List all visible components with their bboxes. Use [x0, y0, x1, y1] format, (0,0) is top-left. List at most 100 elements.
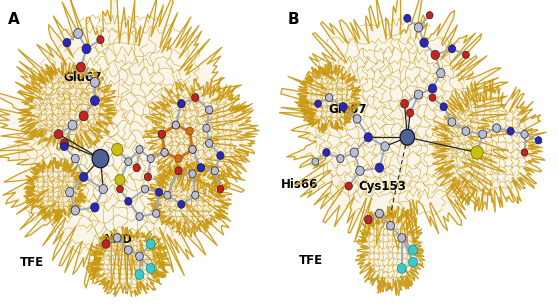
Circle shape [112, 143, 123, 156]
Circle shape [158, 130, 165, 138]
Circle shape [462, 127, 470, 135]
Circle shape [155, 188, 163, 196]
Circle shape [97, 36, 104, 44]
Circle shape [189, 145, 196, 153]
Circle shape [177, 100, 185, 108]
Circle shape [60, 139, 69, 148]
Circle shape [135, 270, 144, 279]
Circle shape [189, 145, 196, 153]
Circle shape [431, 50, 440, 59]
Text: A: A [8, 12, 20, 27]
Circle shape [175, 155, 182, 163]
Polygon shape [355, 206, 425, 296]
Circle shape [364, 133, 373, 142]
Circle shape [414, 90, 423, 99]
Circle shape [355, 166, 364, 175]
Circle shape [198, 164, 205, 172]
Circle shape [146, 239, 155, 249]
Circle shape [124, 246, 132, 254]
Circle shape [353, 115, 361, 123]
Circle shape [99, 185, 108, 194]
Circle shape [205, 139, 213, 147]
Circle shape [136, 213, 143, 221]
Circle shape [189, 170, 196, 178]
Circle shape [92, 149, 109, 168]
Circle shape [404, 14, 411, 22]
Circle shape [102, 240, 110, 248]
Polygon shape [86, 227, 170, 296]
Circle shape [144, 173, 152, 181]
Circle shape [147, 155, 154, 163]
Circle shape [493, 124, 501, 132]
Circle shape [463, 51, 469, 59]
Circle shape [153, 210, 160, 217]
Circle shape [136, 252, 143, 260]
Circle shape [198, 164, 205, 172]
Circle shape [312, 158, 319, 165]
Polygon shape [148, 161, 232, 237]
Circle shape [186, 127, 194, 135]
Circle shape [71, 154, 79, 163]
Circle shape [414, 23, 423, 32]
Circle shape [479, 130, 487, 138]
Circle shape [161, 149, 169, 156]
Text: B: B [287, 12, 299, 27]
Circle shape [66, 188, 74, 197]
Circle shape [408, 257, 417, 267]
Circle shape [436, 69, 445, 78]
Circle shape [177, 200, 185, 208]
Circle shape [400, 129, 415, 145]
Circle shape [113, 234, 121, 242]
Circle shape [387, 221, 395, 230]
Polygon shape [24, 157, 86, 221]
Circle shape [203, 124, 210, 132]
Circle shape [54, 130, 62, 139]
Circle shape [141, 185, 148, 193]
Circle shape [192, 94, 199, 102]
Polygon shape [297, 62, 360, 133]
Circle shape [535, 137, 542, 144]
Circle shape [398, 234, 406, 242]
Circle shape [448, 118, 456, 126]
Text: Glu67: Glu67 [328, 103, 367, 116]
Circle shape [364, 215, 372, 224]
Circle shape [90, 96, 99, 106]
Circle shape [164, 191, 171, 199]
Circle shape [375, 163, 384, 172]
Circle shape [205, 106, 213, 114]
Circle shape [521, 130, 528, 138]
Circle shape [429, 84, 437, 93]
Circle shape [79, 172, 88, 181]
Circle shape [60, 142, 68, 151]
Circle shape [397, 264, 406, 273]
Text: TFE: TFE [20, 256, 44, 269]
Circle shape [323, 149, 330, 156]
Circle shape [133, 164, 141, 172]
Circle shape [408, 245, 417, 255]
Circle shape [68, 120, 77, 130]
Circle shape [345, 182, 353, 190]
Circle shape [146, 264, 155, 273]
Circle shape [136, 145, 143, 153]
Circle shape [172, 121, 180, 129]
Circle shape [117, 185, 123, 193]
Polygon shape [429, 79, 546, 212]
Circle shape [63, 38, 71, 47]
Circle shape [161, 149, 169, 156]
Circle shape [125, 158, 132, 166]
Circle shape [326, 94, 333, 102]
Text: NAD: NAD [104, 233, 133, 246]
Circle shape [381, 142, 389, 151]
Polygon shape [0, 0, 249, 289]
Text: His66: His66 [281, 178, 319, 191]
Circle shape [471, 146, 483, 159]
Circle shape [82, 44, 91, 54]
Circle shape [350, 148, 358, 157]
Circle shape [376, 209, 383, 218]
Circle shape [401, 99, 408, 108]
Polygon shape [278, 0, 508, 249]
Circle shape [507, 127, 514, 135]
Circle shape [406, 109, 414, 117]
Circle shape [125, 197, 132, 205]
Circle shape [115, 174, 125, 185]
